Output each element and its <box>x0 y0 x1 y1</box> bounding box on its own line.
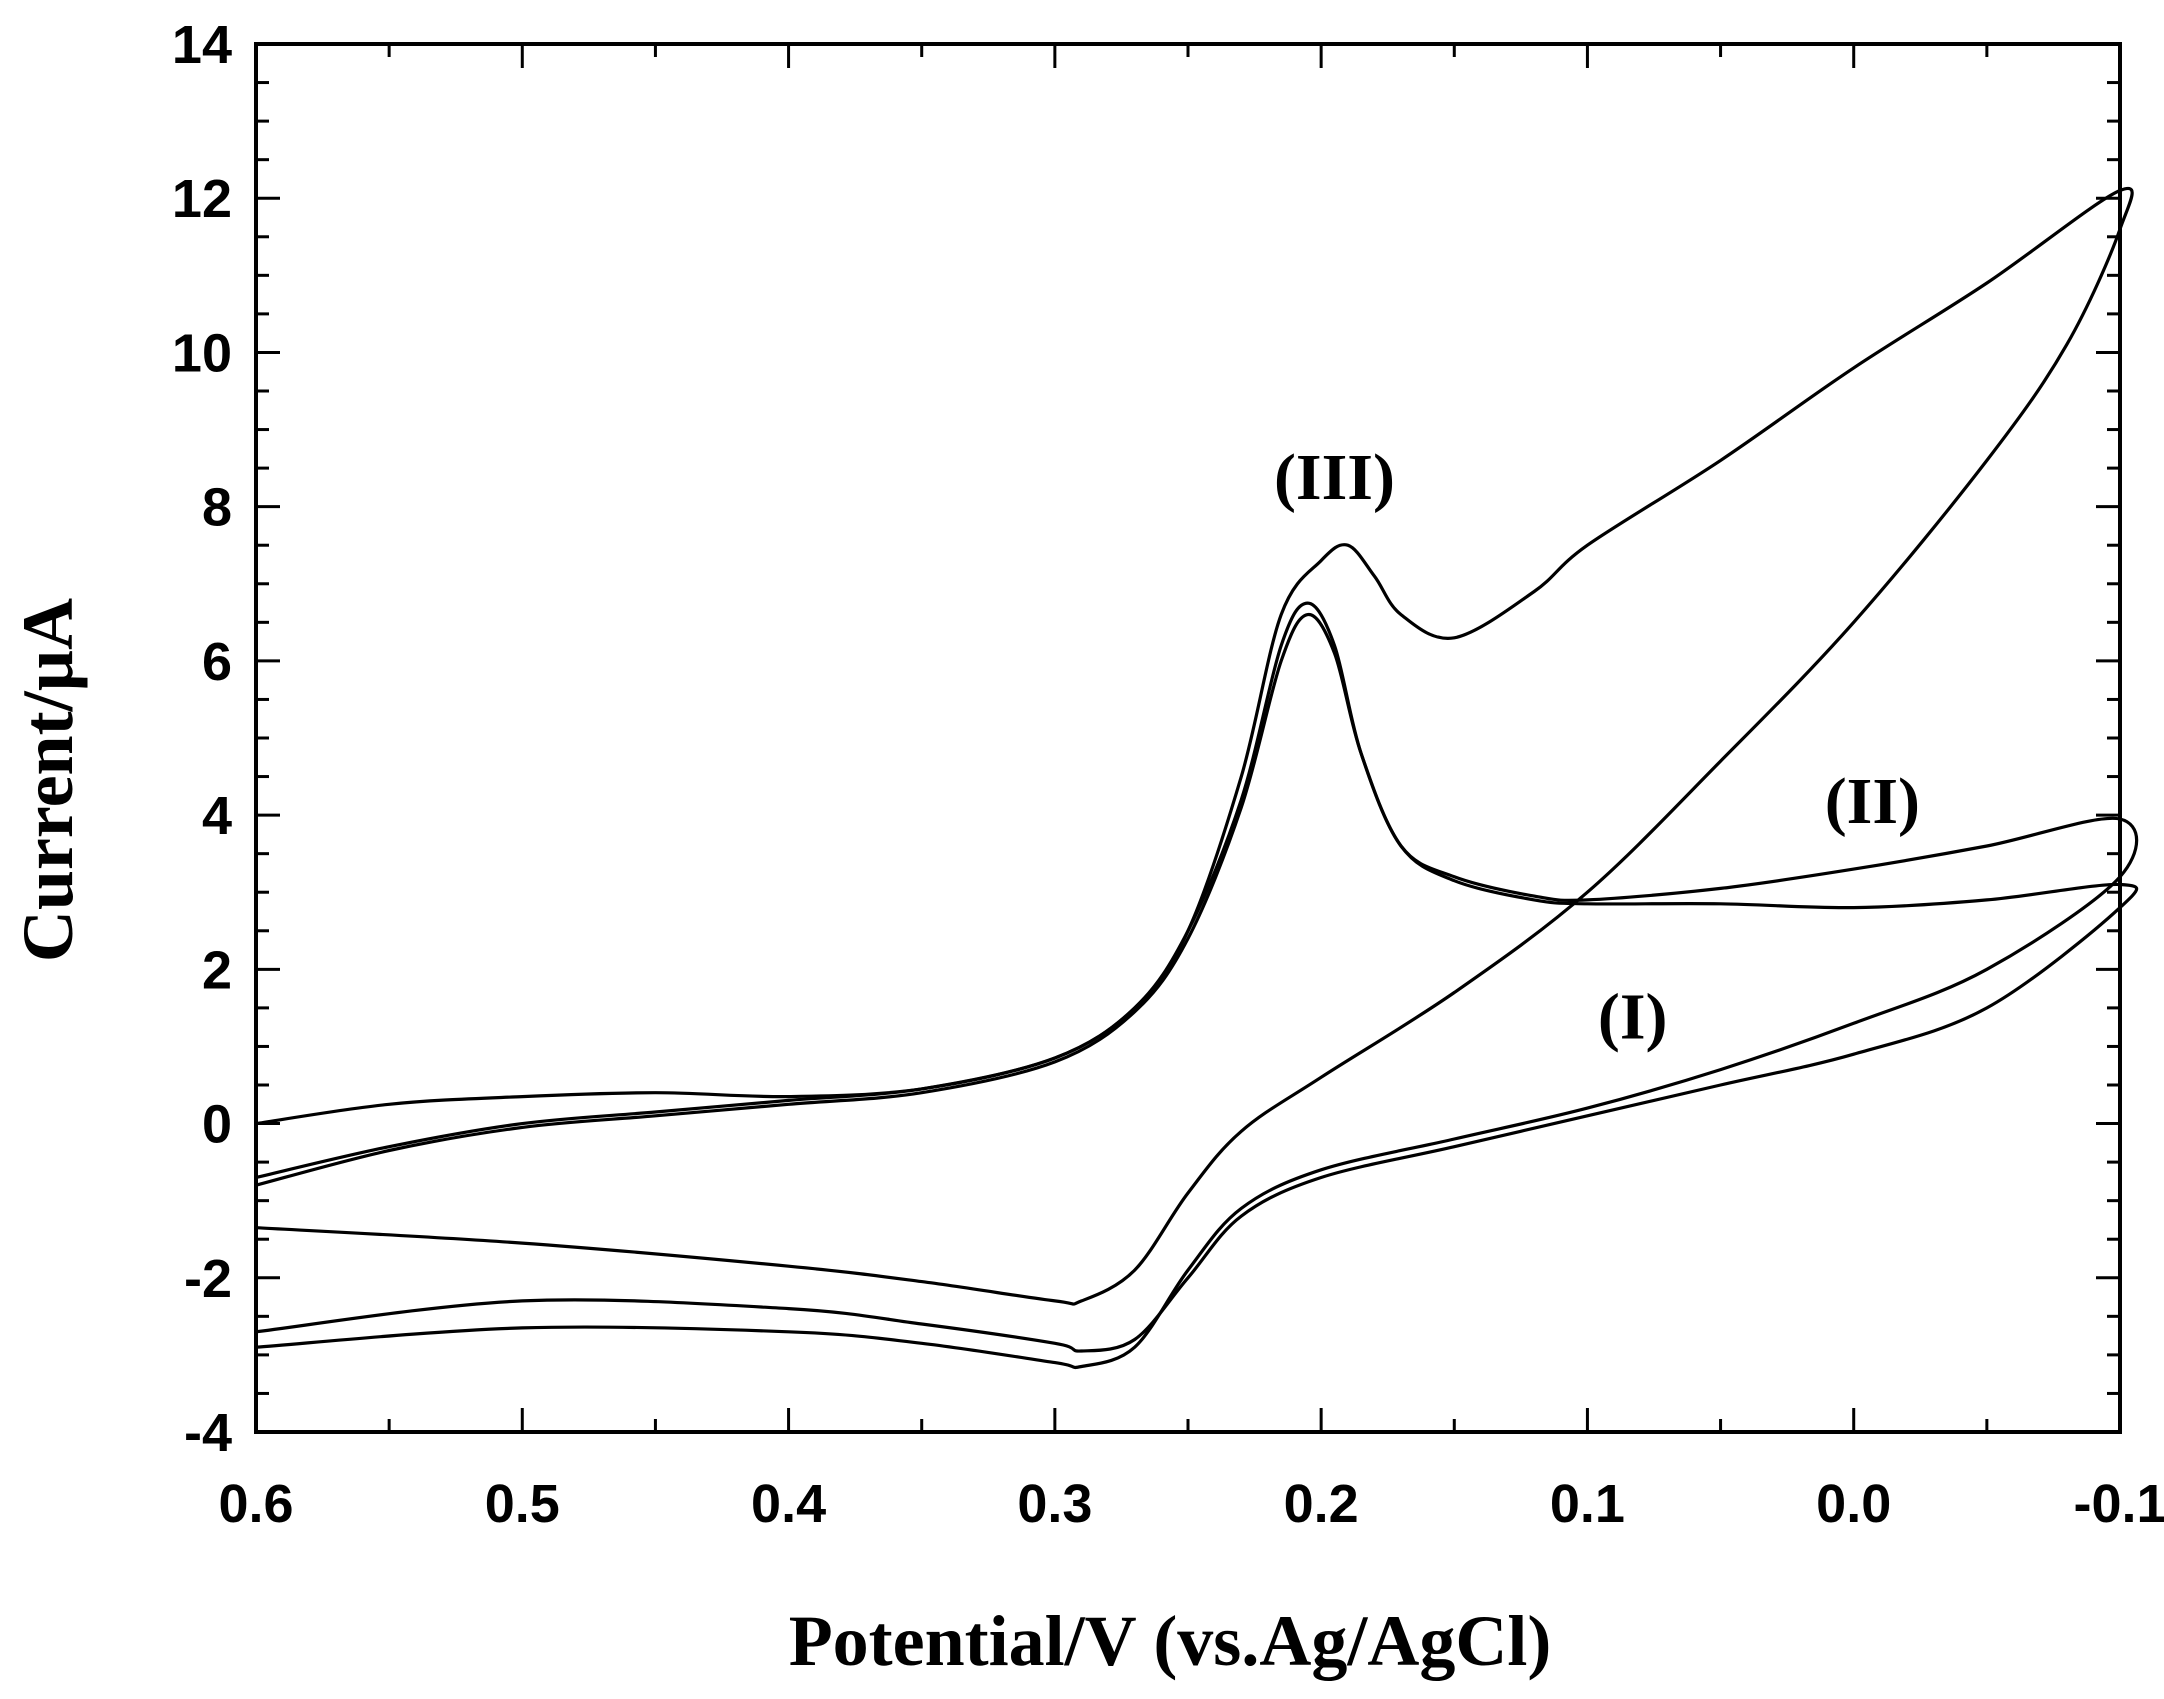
x-tick-label: 0.4 <box>751 1474 826 1534</box>
series-line-3 <box>254 187 2134 1306</box>
tick-marks <box>254 42 2122 1434</box>
x-axis-title: Potential/V (vs.Ag/AgCl) <box>789 1601 1552 1681</box>
series-line-2 <box>254 613 2139 1370</box>
x-tick-label: 0.3 <box>1017 1474 1092 1534</box>
y-tick-labels: -4 -2 0 2 4 6 8 10 12 14 <box>172 15 232 1463</box>
curve-label: (III) <box>1274 441 1395 514</box>
y-tick-label: 14 <box>172 15 232 75</box>
x-tick-label: 0.2 <box>1284 1474 1359 1534</box>
x-tick-label: 0.0 <box>1816 1474 1891 1534</box>
series-group <box>254 187 2139 1370</box>
x-tick-labels: 0.6 0.5 0.4 0.3 0.2 0.1 0.0 -0.1 <box>218 1474 2164 1534</box>
y-tick-label: 10 <box>172 323 232 383</box>
y-tick-label: 8 <box>202 478 232 538</box>
plot-frame <box>254 42 2122 1434</box>
y-tick-label: 0 <box>202 1095 232 1155</box>
x-tick-label: 0.6 <box>218 1474 293 1534</box>
y-tick-label: 2 <box>202 940 232 1000</box>
y-tick-label: -2 <box>184 1249 232 1309</box>
y-axis-title: Current/µA <box>8 598 88 962</box>
x-tick-label: -0.1 <box>2073 1474 2164 1534</box>
y-tick-label: 6 <box>202 632 232 692</box>
curve-annotations: (III) (II) (I) <box>1274 441 1920 1054</box>
y-tick-label: 4 <box>202 786 232 846</box>
y-tick-label: 12 <box>172 169 232 229</box>
y-tick-label: -4 <box>184 1403 232 1463</box>
curve-label: (I) <box>1598 981 1668 1054</box>
x-tick-label: 0.1 <box>1550 1474 1625 1534</box>
curve-label: (II) <box>1825 765 1920 838</box>
x-tick-label: 0.5 <box>485 1474 560 1534</box>
